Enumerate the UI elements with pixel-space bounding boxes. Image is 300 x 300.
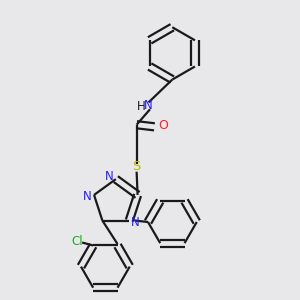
Text: Cl: Cl (71, 235, 82, 248)
Text: S: S (132, 160, 141, 173)
Text: N: N (83, 190, 92, 203)
Text: H: H (137, 100, 146, 113)
Text: N: N (105, 170, 114, 183)
Text: N: N (131, 216, 140, 230)
Text: O: O (158, 119, 168, 132)
Text: N: N (143, 99, 152, 112)
